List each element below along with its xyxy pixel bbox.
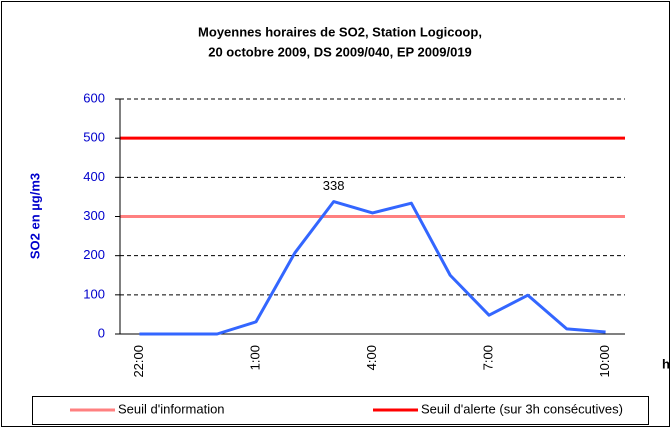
x-tick-label: 7:00 <box>480 345 495 370</box>
x-tick-label: 22:00 <box>131 345 146 378</box>
legend-box <box>32 396 649 425</box>
data-label: 338 <box>323 178 345 193</box>
legend-label: Seuil d'information <box>118 401 225 416</box>
y-tick-label: 0 <box>98 325 105 340</box>
chart-title: 20 octobre 2009, DS 2009/040, EP 2009/01… <box>208 44 472 59</box>
chart-title: Moyennes horaires de SO2, Station Logico… <box>198 24 482 39</box>
y-tick-label: 100 <box>83 286 105 301</box>
y-tick-label: 400 <box>83 169 105 184</box>
y-tick-label: 600 <box>83 90 105 105</box>
x-tick-label: 10:00 <box>597 345 612 378</box>
legend-label: Seuil d'alerte (sur 3h consécutives) <box>421 401 623 416</box>
data-line <box>139 200 606 336</box>
x-axis-label: h <box>662 356 670 371</box>
y-tick-label: 500 <box>83 130 105 145</box>
y-axis-label: SO2 en µg/m3 <box>27 173 42 259</box>
x-tick-label: 4:00 <box>364 345 379 370</box>
y-tick-label: 300 <box>83 208 105 223</box>
x-tick-label: 1:00 <box>247 345 262 370</box>
y-tick-label: 200 <box>83 247 105 262</box>
